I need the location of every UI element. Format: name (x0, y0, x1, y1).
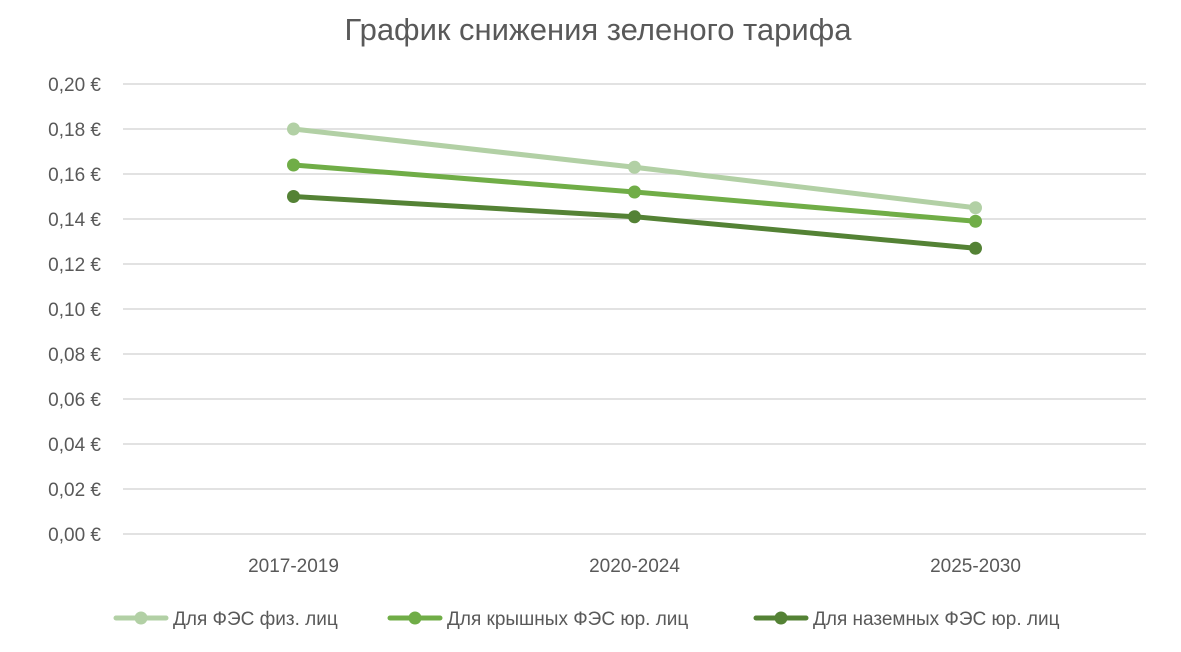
data-point (628, 160, 641, 174)
data-point (628, 185, 641, 199)
data-point (969, 201, 982, 215)
x-tick-label: 2020-2024 (589, 556, 680, 577)
legend-item: Для наземных ФЭС юр. лиц (753, 609, 1060, 630)
x-tick-label: 2025-2030 (930, 556, 1021, 577)
legend: Для ФЭС физ. лиц Для крышных ФЭС юр. лиц Д… (113, 609, 1060, 630)
legend-marker (774, 611, 788, 625)
legend-marker (408, 611, 422, 625)
data-point (287, 122, 300, 136)
y-tick-label: 0,18 € (48, 120, 101, 141)
y-tick-label: 0,06 € (48, 390, 101, 411)
x-axis-ticks: 2017-2019 2020-2024 2025-2030 (248, 556, 1021, 577)
legend-item: Для крышных ФЭС юр. лиц (387, 609, 688, 630)
data-point (287, 158, 300, 172)
y-tick-label: 0,10 € (48, 300, 101, 321)
series-2 (287, 158, 982, 228)
data-point (287, 190, 300, 203)
gridlines (123, 83, 1146, 535)
data-point (969, 241, 982, 255)
y-axis-ticks: 0,00 € 0,02 € 0,04 € 0,06 € 0,08 € 0,10 € 0,12… (48, 75, 101, 546)
y-tick-label: 0,04 € (48, 435, 101, 456)
y-tick-label: 0,16 € (48, 165, 101, 186)
y-tick-label: 0,08 € (48, 345, 101, 366)
series-3 (287, 190, 982, 255)
series-lines (287, 122, 982, 255)
legend-label: Для ФЭС физ. лиц (173, 609, 338, 630)
x-tick-label: 2017-2019 (248, 556, 339, 577)
data-point (628, 210, 641, 224)
legend-label: Для крышных ФЭС юр. лиц (447, 609, 688, 630)
y-tick-label: 0,02 € (48, 480, 101, 501)
y-tick-label: 0,20 € (48, 75, 101, 96)
legend-marker (134, 611, 148, 625)
y-tick-label: 0,14 € (48, 210, 101, 231)
y-tick-label: 0,12 € (48, 255, 101, 276)
legend-item: Для ФЭС физ. лиц (113, 609, 338, 630)
series-1 (287, 122, 982, 215)
chart-title: График снижения зеленого тарифа (345, 12, 853, 47)
legend-label: Для наземных ФЭС юр. лиц (813, 609, 1060, 630)
data-point (969, 214, 982, 228)
y-tick-label: 0,00 € (48, 525, 101, 546)
